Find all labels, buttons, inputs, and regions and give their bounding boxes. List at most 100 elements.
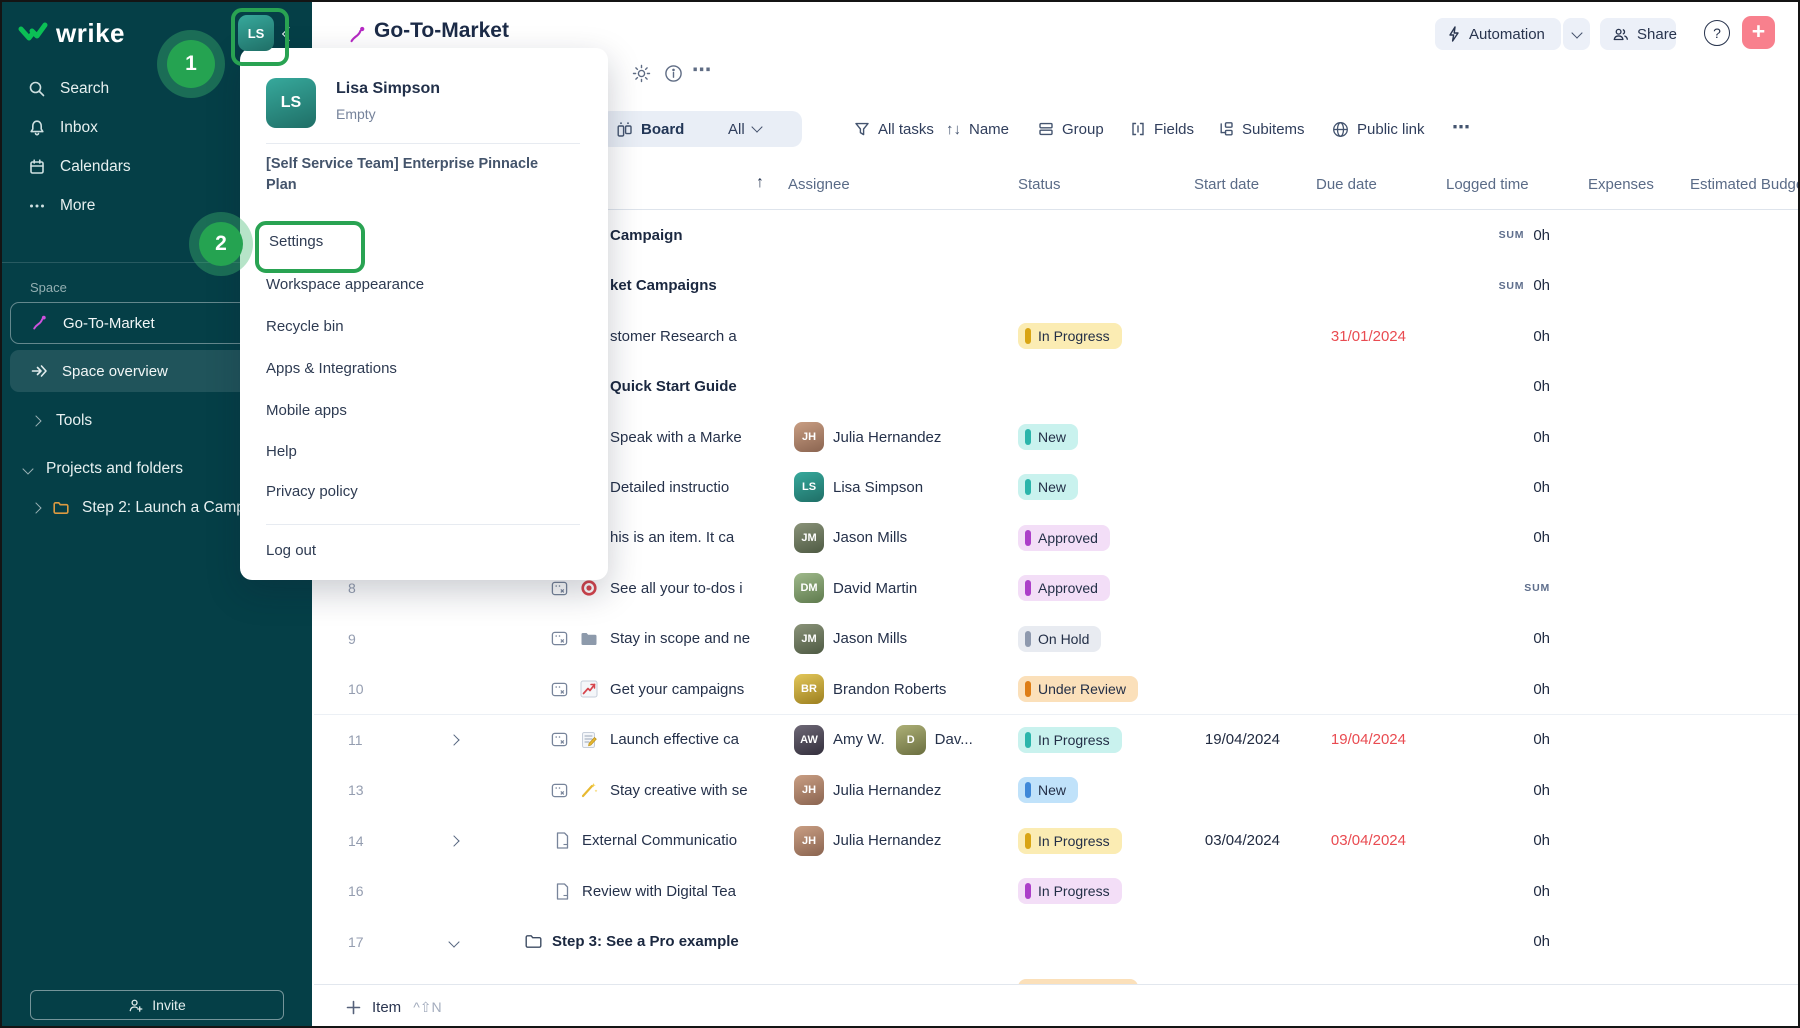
assignee-cell[interactable]: JH Julia Hernandez [794,815,1024,865]
help-button[interactable]: ? [1704,20,1730,46]
task-name[interactable]: See all your to-dos i [610,579,743,597]
task-name[interactable]: Quick Start Guide [610,378,737,396]
fields-button[interactable]: Fields [1130,111,1194,147]
status-badge[interactable]: New [1018,424,1079,451]
status-cell[interactable]: In Progress [1018,311,1122,361]
subitems-button[interactable]: Subitems [1218,111,1305,147]
column-header-start-date[interactable]: Start date [1194,176,1260,193]
status-badge[interactable]: In Progress [1018,878,1122,905]
status-badge[interactable]: In Progress [1018,726,1122,753]
task-name[interactable]: External Communicatio [582,832,738,850]
column-header-estimated-budget[interactable]: Estimated Budget [1690,176,1800,193]
assignee-cell[interactable]: AW Amy W. D Dav... [794,715,1024,765]
status-badge[interactable]: New [1018,777,1079,804]
start-date[interactable]: 03/04/2024 [1204,832,1280,850]
sort-ascending-icon[interactable]: ↑ [756,174,764,191]
task-name[interactable]: Stay creative with se [610,781,748,799]
filter-all-tasks-button[interactable]: All tasks [854,111,934,147]
column-header-assignee[interactable]: Assignee [788,176,850,193]
share-button[interactable]: Share [1600,18,1677,50]
status-cell[interactable]: In Progress [1018,866,1122,916]
add-new-button[interactable]: + [1742,16,1775,49]
menu-item-settings-highlighted[interactable]: Settings [269,233,324,250]
task-name[interactable]: Review with Digital Tea [582,882,736,900]
automation-button[interactable]: Automation [1435,18,1561,50]
status-cell[interactable]: On Hold [1018,614,1102,664]
sidebar-item-calendars[interactable]: Calendars [28,152,131,182]
status-cell[interactable]: Approved [1018,513,1110,563]
menu-item-help[interactable]: Help [266,443,297,460]
due-date[interactable]: 19/04/2024 [1330,731,1406,749]
task-name[interactable]: Stay in scope and ne [610,630,751,648]
task-name[interactable]: his is an item. It ca [610,529,735,547]
task-name[interactable]: Speak with a Marke [610,428,742,446]
add-item-button[interactable]: Item [372,998,402,1016]
column-header-expenses[interactable]: Expenses [1588,176,1654,193]
task-name[interactable]: Launch effective ca [610,731,739,749]
wrike-logo[interactable]: wrike [18,18,125,49]
account-avatar-button[interactable]: LS [238,15,274,51]
public-link-button[interactable]: Public link [1332,111,1425,147]
status-cell[interactable]: Under Review [1018,664,1138,714]
task-name[interactable]: Step 3: See a Pro example [552,933,739,951]
due-date[interactable]: 03/04/2024 [1330,832,1406,850]
start-date[interactable]: 19/04/2024 [1204,731,1280,749]
header-more-icon[interactable]: ⋯ [692,60,712,81]
sidebar-item-tools[interactable]: Tools [30,406,92,436]
assignee-cell[interactable]: BR Brandon Roberts [794,664,1024,714]
task-name[interactable]: stomer Research a [610,327,737,345]
row-expand-chevron[interactable] [448,815,460,865]
group-button[interactable]: Group [1038,111,1104,147]
table-row[interactable]: 10 Get your campaigns BR Brandon Roberts Und… [314,664,1798,716]
column-header-logged-time[interactable]: Logged time [1446,176,1529,193]
task-name[interactable]: Detailed instructio [610,478,730,496]
table-row[interactable]: 11 Launch effective ca AW Amy W. D Dav... In P… [314,714,1798,766]
info-icon[interactable] [664,64,683,83]
table-row[interactable]: 17 Step 3: See a Pro example 0h [314,916,1798,968]
menu-item-log-out[interactable]: Log out [266,542,317,559]
status-badge[interactable]: On Hold [1018,625,1102,652]
sidebar-item-inbox[interactable]: Inbox [28,113,98,143]
table-row[interactable]: 16 Review with Digital Tea In Progress 0h [314,865,1798,918]
table-row[interactable]: 9 Stay in scope and ne JM Jason Mills On Hol… [314,613,1798,666]
board-view-tab[interactable]: Board [616,111,684,147]
row-expand-chevron[interactable] [448,715,460,765]
scope-all-dropdown[interactable]: All [728,111,763,147]
due-date[interactable]: 31/01/2024 [1330,327,1406,345]
row-expand-chevron[interactable] [448,916,460,966]
status-cell[interactable]: In Progress [1018,715,1122,765]
table-row[interactable]: 14 External Communicatio JH Julia Hernandez… [314,815,1798,867]
status-badge[interactable]: Approved [1018,575,1110,602]
menu-item-apps-integrations[interactable]: Apps & Integrations [266,360,397,377]
sidebar-item-step2-folder[interactable]: Step 2: Launch a Campaign [30,493,274,523]
assignee-cell[interactable]: LS Lisa Simpson [794,462,1024,512]
menu-item-workspace-appearance[interactable]: Workspace appearance [266,276,425,293]
status-badge[interactable]: In Progress [1018,827,1122,854]
toolbar-more-icon[interactable]: ⋯ [1452,117,1470,137]
status-cell[interactable]: New [1018,462,1079,512]
sort-name-button[interactable]: ↑↓ Name [946,111,1009,147]
status-badge[interactable]: In Progress [1018,323,1122,350]
assignee-cell[interactable]: JH Julia Hernandez [794,412,1024,462]
view-settings-gear-icon[interactable] [632,64,651,83]
assignee-cell[interactable]: JM Jason Mills [794,513,1024,563]
status-cell[interactable]: In Progress [1018,815,1122,865]
invite-button[interactable]: Invite [30,990,284,1020]
menu-item-mobile-apps[interactable]: Mobile apps [266,402,347,419]
column-header-status[interactable]: Status [1018,176,1061,193]
task-name[interactable]: Get your campaigns [610,680,745,698]
task-name[interactable]: ket Campaigns [610,277,717,295]
table-row[interactable]: 13 Stay creative with se JH Julia Hernandez… [314,764,1798,817]
automation-dropdown-chevron[interactable] [1563,18,1590,50]
status-cell[interactable]: New [1018,765,1079,815]
assignee-cell[interactable]: JH Julia Hernandez [794,765,1024,815]
menu-item-recycle-bin[interactable]: Recycle bin [266,318,344,335]
sidebar-item-search[interactable]: Search [28,74,109,104]
task-name[interactable]: Campaign [610,226,683,244]
status-badge[interactable]: Under Review [1018,676,1138,703]
status-cell[interactable]: New [1018,412,1079,462]
status-cell[interactable]: Approved [1018,563,1110,613]
sidebar-item-more[interactable]: More [28,191,95,221]
status-badge[interactable]: New [1018,474,1079,501]
status-badge[interactable]: Approved [1018,524,1110,551]
